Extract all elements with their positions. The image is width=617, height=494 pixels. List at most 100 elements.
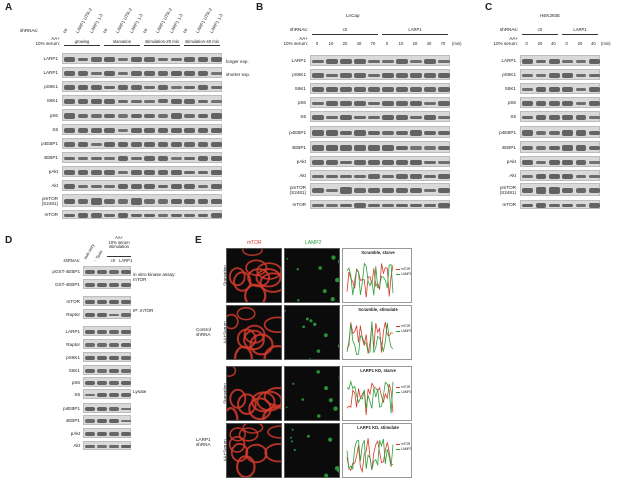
- blot-band: [522, 160, 533, 165]
- blot-band: [109, 299, 119, 305]
- blot-band: [410, 87, 422, 92]
- blot-band: [535, 146, 547, 150]
- blot-band: [535, 73, 547, 78]
- blot-band: [197, 198, 209, 205]
- panel-b-timepoint: 20: [412, 41, 418, 46]
- panel-c-row-label: mTOR: [502, 202, 516, 207]
- blot-band: [354, 100, 366, 107]
- panel-d-row-label: Raptor: [66, 311, 80, 317]
- blot-band: [184, 71, 195, 76]
- panel-a-condition-label: growing: [74, 39, 90, 44]
- panel-b-timepoint: 0: [315, 41, 319, 46]
- panel-c-group-label: ctr: [537, 27, 543, 32]
- panel-c-blot-row: [520, 170, 600, 181]
- intensity-plot-lines: [346, 438, 394, 474]
- blot-band: [382, 59, 394, 64]
- blot-band: [340, 101, 352, 106]
- micrograph-cells: [227, 306, 281, 359]
- blot-band: [340, 145, 352, 151]
- panel-b-blot-row: [310, 55, 450, 66]
- blot-band: [382, 87, 394, 92]
- blot-band: [396, 173, 408, 180]
- micrograph-signal: [328, 437, 333, 442]
- micrograph-signal: [245, 443, 268, 464]
- panel-d-shrna-value: LARP1: [119, 258, 133, 263]
- blot-band: [382, 115, 394, 120]
- panel-b-timepoint: 70: [440, 41, 446, 46]
- panel-b-row-label: p4EBP1: [289, 129, 306, 135]
- micrograph-cells: [289, 428, 339, 477]
- micrograph-signal: [324, 386, 329, 391]
- blot-band: [131, 57, 142, 62]
- blot-band: [77, 99, 89, 104]
- panel-b-row-label: 4EBP1: [291, 144, 306, 150]
- blot-band: [410, 146, 422, 150]
- blot-band: [211, 170, 222, 175]
- blot-band: [157, 71, 169, 76]
- micrograph-signal: [292, 382, 295, 385]
- panel-d-col-header: sub-very: [82, 242, 96, 260]
- blot-band: [424, 160, 436, 165]
- blot-band: [171, 183, 182, 189]
- blot-band: [85, 393, 95, 397]
- blot-band: [91, 142, 102, 147]
- blot-band: [549, 86, 560, 93]
- blot-band: [396, 101, 408, 106]
- blot-band: [97, 312, 107, 318]
- micrograph-mtor: [226, 366, 282, 421]
- blot-band: [589, 160, 600, 165]
- micrograph-signal: [245, 259, 268, 277]
- micrograph-lamp2: [284, 305, 340, 360]
- legend-label: mTOR: [401, 385, 411, 389]
- blot-band: [312, 188, 324, 193]
- intensity-plot-title: LARP1 KD, stimulate: [357, 425, 399, 430]
- blot-band: [396, 159, 408, 165]
- panel-b-group-underline: [312, 34, 378, 35]
- micrograph-cells: [227, 367, 281, 420]
- micrograph-signal: [267, 425, 281, 439]
- panel-b-group-label: LARP1: [408, 27, 422, 32]
- blot-band: [549, 203, 560, 208]
- panel-a-aa-label: AA+ 10% serum:: [35, 36, 60, 46]
- blot-band: [117, 99, 129, 104]
- blot-band: [144, 156, 155, 161]
- blot-band: [211, 113, 222, 119]
- blot-band: [131, 170, 142, 175]
- blot-band: [211, 142, 222, 147]
- blot-band: [312, 204, 324, 207]
- blot-band: [326, 73, 338, 78]
- blot-band: [157, 156, 169, 161]
- blot-band: [535, 87, 547, 92]
- micrograph-signal: [301, 398, 305, 401]
- panel-a-letter: A: [5, 2, 13, 13]
- intensity-line-mtor: [346, 263, 394, 298]
- micrograph-signal: [242, 249, 263, 256]
- blot-band: [575, 145, 587, 151]
- micrograph-signal: [236, 455, 256, 477]
- panel-d-row-label: pAkt: [70, 430, 80, 436]
- blot-band: [535, 101, 547, 106]
- blot-band: [144, 199, 155, 204]
- blot-band: [589, 115, 600, 120]
- blot-band: [144, 85, 155, 90]
- blot-band: [109, 330, 119, 334]
- panel-a-blot-row: [62, 124, 222, 135]
- panel-c-row-label: pAkt: [506, 159, 516, 164]
- legend-label: LAMP2: [401, 272, 412, 276]
- blot-band: [104, 156, 115, 161]
- panel-d-blot-row: [83, 441, 131, 450]
- panel-d-blot-row: [83, 326, 131, 336]
- blot-band: [575, 174, 587, 179]
- micrograph-cells: [228, 424, 281, 477]
- blot-band: [171, 127, 182, 134]
- micrograph-signal: [227, 407, 239, 420]
- blot-band: [184, 142, 195, 147]
- blot-band: [97, 392, 107, 398]
- blot-band: [131, 85, 142, 90]
- panel-a-blot-row: [62, 138, 222, 149]
- panel-d-shrnas-label: shRNAs:: [63, 258, 80, 263]
- panel-d-shrna-value: -: [94, 258, 96, 263]
- blot-band: [64, 213, 75, 218]
- blot-band: [410, 101, 422, 106]
- blot-band: [85, 356, 95, 360]
